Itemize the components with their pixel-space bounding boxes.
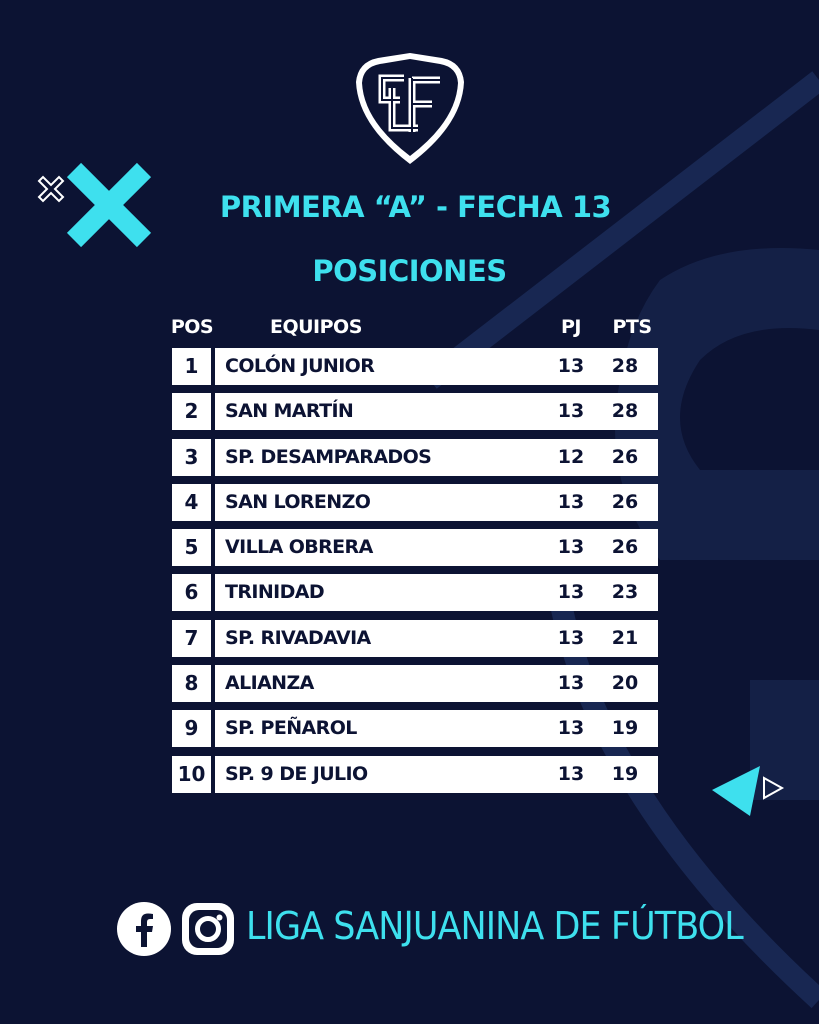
games-played: 13 bbox=[557, 626, 585, 649]
position-cell: 4 bbox=[172, 483, 211, 521]
points: 26 bbox=[611, 490, 639, 513]
games-played: 13 bbox=[557, 762, 585, 785]
position-cell: 10 bbox=[172, 755, 211, 793]
table-row: 7 SP. RIVADAVIA 13 21 bbox=[170, 619, 660, 657]
points: 21 bbox=[611, 626, 639, 649]
table-row: 8 ALIANZA 13 20 bbox=[170, 665, 660, 703]
table-row: 1 COLÓN JUNIOR 13 28 bbox=[170, 348, 660, 385]
team-name: SAN LORENZO bbox=[225, 490, 371, 513]
position-cell: 1 bbox=[172, 348, 211, 385]
games-played: 13 bbox=[557, 355, 585, 377]
points: 19 bbox=[611, 762, 639, 785]
games-played: 13 bbox=[557, 581, 585, 604]
table-row: 3 SP. DESAMPARADOS 12 26 bbox=[170, 438, 660, 476]
points: 19 bbox=[611, 717, 639, 740]
column-header-pos: POS bbox=[170, 316, 214, 338]
points: 28 bbox=[611, 400, 639, 423]
team-cell: TRINIDAD 13 23 bbox=[215, 574, 658, 612]
table-row: 2 SAN MARTÍN 13 28 bbox=[170, 393, 660, 431]
team-cell: COLÓN JUNIOR 13 28 bbox=[215, 348, 658, 385]
position-cell: 8 bbox=[172, 665, 211, 703]
column-header-pts: PTS bbox=[612, 316, 652, 338]
team-cell: SP. DESAMPARADOS 12 26 bbox=[215, 438, 658, 476]
team-name: SP. PEÑAROL bbox=[225, 717, 357, 740]
team-name: TRINIDAD bbox=[225, 581, 325, 604]
league-name: LIGA SANJUANINA DE FÚTBOL bbox=[246, 904, 744, 948]
points: 23 bbox=[611, 581, 639, 604]
position-cell: 7 bbox=[172, 619, 211, 657]
position-cell: 2 bbox=[172, 393, 211, 431]
team-name: SP. RIVADAVIA bbox=[225, 626, 371, 649]
team-cell: ALIANZA 13 20 bbox=[215, 665, 658, 703]
team-cell: SP. 9 DE JULIO 13 19 bbox=[215, 755, 658, 793]
team-cell: VILLA OBRERA 13 26 bbox=[215, 529, 658, 567]
games-played: 13 bbox=[557, 717, 585, 740]
league-logo bbox=[356, 53, 464, 164]
instagram-icon[interactable] bbox=[180, 901, 236, 957]
table-row: 6 TRINIDAD 13 23 bbox=[170, 574, 660, 612]
points: 26 bbox=[611, 445, 639, 468]
standings-table: 1 COLÓN JUNIOR 13 28 2 SAN MARTÍN 13 28 … bbox=[170, 348, 660, 801]
page-subtitle: POSICIONES bbox=[312, 254, 507, 288]
x-decoration-icon bbox=[66, 162, 152, 248]
games-played: 13 bbox=[557, 672, 585, 695]
table-row: 10 SP. 9 DE JULIO 13 19 bbox=[170, 755, 660, 793]
games-played: 13 bbox=[557, 536, 585, 559]
footer: LIGA SANJUANINA DE FÚTBOL bbox=[114, 898, 744, 962]
table-row: 9 SP. PEÑAROL 13 19 bbox=[170, 710, 660, 748]
table-row: 4 SAN LORENZO 13 26 bbox=[170, 483, 660, 521]
column-header-team: EQUIPOS bbox=[270, 316, 362, 338]
team-cell: SP. PEÑAROL 13 19 bbox=[215, 710, 658, 748]
points: 20 bbox=[611, 672, 639, 695]
team-name: SAN MARTÍN bbox=[225, 400, 354, 423]
position-cell: 3 bbox=[172, 438, 211, 476]
points: 26 bbox=[611, 536, 639, 559]
points: 28 bbox=[611, 355, 639, 377]
team-name: ALIANZA bbox=[225, 672, 314, 695]
team-name: SP. 9 DE JULIO bbox=[225, 762, 368, 785]
triangle-outline-icon bbox=[763, 776, 785, 800]
team-cell: SAN MARTÍN 13 28 bbox=[215, 393, 658, 431]
column-header-pj: PJ bbox=[561, 316, 582, 338]
games-played: 12 bbox=[557, 445, 585, 468]
facebook-icon[interactable] bbox=[116, 901, 172, 957]
position-cell: 6 bbox=[172, 574, 211, 612]
team-name: VILLA OBRERA bbox=[225, 536, 373, 559]
position-cell: 5 bbox=[172, 529, 211, 567]
team-name: COLÓN JUNIOR bbox=[225, 355, 375, 377]
team-name: SP. DESAMPARADOS bbox=[225, 445, 432, 468]
games-played: 13 bbox=[557, 400, 585, 423]
page-title: PRIMERA “A” - FECHA 13 bbox=[219, 190, 612, 224]
standings-table-header: POS EQUIPOS PJ PTS bbox=[170, 316, 660, 346]
games-played: 13 bbox=[557, 490, 585, 513]
table-row: 5 VILLA OBRERA 13 26 bbox=[170, 529, 660, 567]
position-cell: 9 bbox=[172, 710, 211, 748]
team-cell: SP. RIVADAVIA 13 21 bbox=[215, 619, 658, 657]
team-cell: SAN LORENZO 13 26 bbox=[215, 483, 658, 521]
triangle-decoration-icon bbox=[712, 766, 760, 816]
x-outline-icon bbox=[37, 175, 65, 203]
